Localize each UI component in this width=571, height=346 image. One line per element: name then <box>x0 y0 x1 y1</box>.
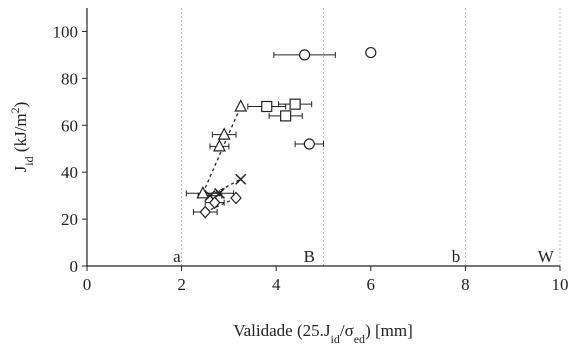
triangle-marker <box>196 185 210 199</box>
region-label-b: b <box>452 247 461 266</box>
trendlines <box>202 106 242 213</box>
x-tick-label: 6 <box>367 275 376 294</box>
y-tick-label: 60 <box>61 116 78 135</box>
circle-marker <box>303 138 315 150</box>
diamond-marker <box>208 196 221 210</box>
x-axis-label: Validade (25.Jid/σed) [mm] <box>233 321 413 346</box>
x-tick-label: 2 <box>177 275 186 294</box>
axes: 0 20 40 60 80 100 0 2 4 6 8 10 <box>53 8 569 294</box>
circle-marker <box>298 49 311 61</box>
data-markers <box>196 46 377 219</box>
error-bars <box>185 51 336 216</box>
y-axis-label: Jid (kJ/m2) <box>8 102 36 173</box>
x-marker <box>213 187 225 199</box>
region-label-W: W <box>538 247 555 266</box>
region-label-a: a <box>173 247 181 266</box>
x-tick-label: 8 <box>461 275 470 294</box>
x-marker <box>235 173 247 185</box>
triangle-marker <box>212 139 226 152</box>
y-tick-label: 40 <box>61 163 78 182</box>
y-tick-label: 100 <box>53 22 79 41</box>
square-marker <box>289 98 301 110</box>
region-label-B: B <box>304 247 315 266</box>
circle-marker <box>365 46 377 59</box>
trendline-triangle <box>202 106 242 194</box>
region-guides <box>181 8 561 266</box>
y-tick-label: 0 <box>70 257 79 276</box>
triangle-marker <box>217 127 231 140</box>
y-tick-label: 20 <box>61 210 78 229</box>
x-tick-label: 10 <box>552 275 569 294</box>
trendline-diamond <box>204 197 237 213</box>
x-tick-label: 0 <box>83 275 92 294</box>
diamond-marker <box>199 205 212 219</box>
y-tick-label: 80 <box>61 69 78 88</box>
square-marker <box>261 100 273 113</box>
triangle-marker <box>234 99 248 112</box>
diamond-marker <box>230 191 242 205</box>
x-tick-label: 4 <box>272 275 281 294</box>
square-marker <box>280 110 292 122</box>
